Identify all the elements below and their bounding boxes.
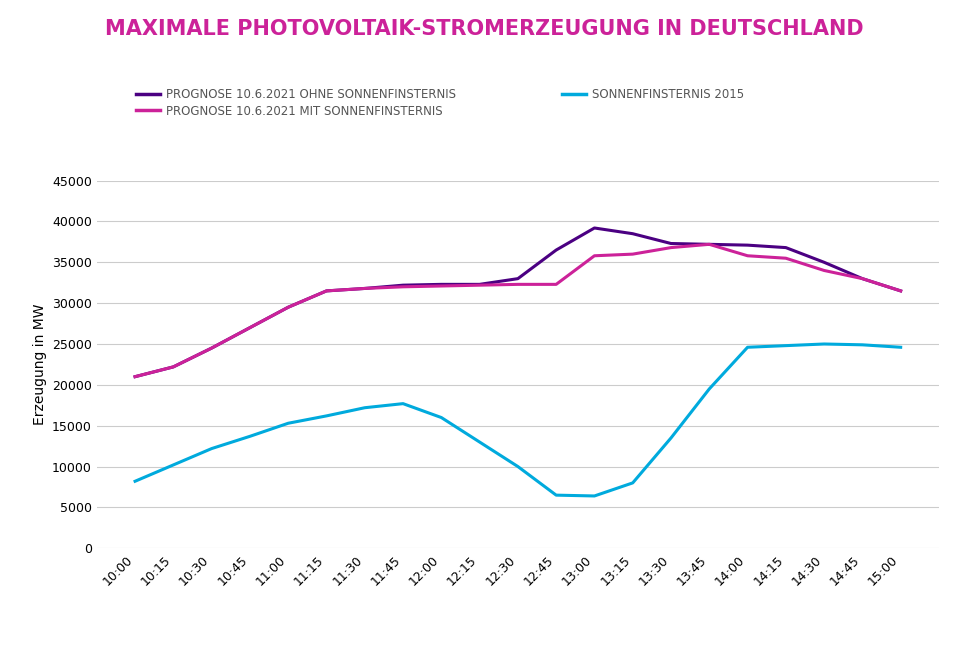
PROGNOSE 10.6.2021 OHNE SONNENFINSTERNIS [627, 230, 639, 237]
SONNENFINSTERNIS 2015 [512, 462, 524, 470]
SONNENFINSTERNIS 2015 [818, 340, 830, 348]
PROGNOSE 10.6.2021 MIT SONNENFINSTERNIS [320, 287, 332, 295]
PROGNOSE 10.6.2021 MIT SONNENFINSTERNIS [512, 281, 524, 288]
PROGNOSE 10.6.2021 MIT SONNENFINSTERNIS [818, 266, 830, 274]
SONNENFINSTERNIS 2015 [665, 434, 677, 442]
SONNENFINSTERNIS 2015 [436, 413, 447, 421]
SONNENFINSTERNIS 2015 [167, 461, 179, 469]
PROGNOSE 10.6.2021 OHNE SONNENFINSTERNIS [359, 284, 371, 292]
PROGNOSE 10.6.2021 OHNE SONNENFINSTERNIS [397, 281, 408, 289]
SONNENFINSTERNIS 2015 [857, 341, 868, 349]
PROGNOSE 10.6.2021 OHNE SONNENFINSTERNIS [704, 241, 715, 248]
PROGNOSE 10.6.2021 OHNE SONNENFINSTERNIS [818, 259, 830, 266]
PROGNOSE 10.6.2021 MIT SONNENFINSTERNIS [397, 283, 408, 291]
PROGNOSE 10.6.2021 MIT SONNENFINSTERNIS [473, 281, 485, 289]
SONNENFINSTERNIS 2015 [589, 492, 600, 500]
PROGNOSE 10.6.2021 OHNE SONNENFINSTERNIS [589, 224, 600, 232]
PROGNOSE 10.6.2021 MIT SONNENFINSTERNIS [780, 254, 792, 262]
PROGNOSE 10.6.2021 OHNE SONNENFINSTERNIS [244, 324, 256, 332]
PROGNOSE 10.6.2021 OHNE SONNENFINSTERNIS [512, 275, 524, 283]
Legend: SONNENFINSTERNIS 2015: SONNENFINSTERNIS 2015 [558, 83, 748, 106]
SONNENFINSTERNIS 2015 [320, 412, 332, 420]
PROGNOSE 10.6.2021 OHNE SONNENFINSTERNIS [206, 344, 218, 352]
PROGNOSE 10.6.2021 MIT SONNENFINSTERNIS [857, 275, 868, 283]
PROGNOSE 10.6.2021 OHNE SONNENFINSTERNIS [551, 246, 562, 254]
PROGNOSE 10.6.2021 OHNE SONNENFINSTERNIS [857, 275, 868, 283]
SONNENFINSTERNIS 2015 [780, 342, 792, 350]
PROGNOSE 10.6.2021 MIT SONNENFINSTERNIS [551, 281, 562, 288]
SONNENFINSTERNIS 2015 [551, 491, 562, 499]
PROGNOSE 10.6.2021 MIT SONNENFINSTERNIS [436, 282, 447, 290]
Line: PROGNOSE 10.6.2021 OHNE SONNENFINSTERNIS: PROGNOSE 10.6.2021 OHNE SONNENFINSTERNIS [136, 228, 900, 377]
SONNENFINSTERNIS 2015 [473, 438, 485, 446]
PROGNOSE 10.6.2021 OHNE SONNENFINSTERNIS [436, 281, 447, 288]
PROGNOSE 10.6.2021 OHNE SONNENFINSTERNIS [741, 241, 753, 249]
SONNENFINSTERNIS 2015 [704, 385, 715, 393]
PROGNOSE 10.6.2021 MIT SONNENFINSTERNIS [589, 252, 600, 260]
PROGNOSE 10.6.2021 OHNE SONNENFINSTERNIS [320, 287, 332, 295]
PROGNOSE 10.6.2021 MIT SONNENFINSTERNIS [627, 250, 639, 258]
Line: PROGNOSE 10.6.2021 MIT SONNENFINSTERNIS: PROGNOSE 10.6.2021 MIT SONNENFINSTERNIS [136, 244, 900, 377]
PROGNOSE 10.6.2021 MIT SONNENFINSTERNIS [167, 363, 179, 371]
Text: MAXIMALE PHOTOVOLTAIK-STROMERZEUGUNG IN DEUTSCHLAND: MAXIMALE PHOTOVOLTAIK-STROMERZEUGUNG IN … [105, 19, 863, 39]
PROGNOSE 10.6.2021 OHNE SONNENFINSTERNIS [167, 363, 179, 371]
PROGNOSE 10.6.2021 OHNE SONNENFINSTERNIS [665, 240, 677, 248]
SONNENFINSTERNIS 2015 [283, 419, 294, 427]
Line: SONNENFINSTERNIS 2015: SONNENFINSTERNIS 2015 [136, 344, 900, 496]
PROGNOSE 10.6.2021 MIT SONNENFINSTERNIS [283, 303, 294, 311]
PROGNOSE 10.6.2021 MIT SONNENFINSTERNIS [359, 284, 371, 292]
PROGNOSE 10.6.2021 OHNE SONNENFINSTERNIS [283, 303, 294, 311]
PROGNOSE 10.6.2021 MIT SONNENFINSTERNIS [704, 241, 715, 248]
SONNENFINSTERNIS 2015 [397, 400, 408, 408]
PROGNOSE 10.6.2021 OHNE SONNENFINSTERNIS [130, 373, 141, 381]
PROGNOSE 10.6.2021 MIT SONNENFINSTERNIS [130, 373, 141, 381]
SONNENFINSTERNIS 2015 [894, 343, 906, 351]
PROGNOSE 10.6.2021 OHNE SONNENFINSTERNIS [894, 287, 906, 295]
SONNENFINSTERNIS 2015 [741, 343, 753, 351]
PROGNOSE 10.6.2021 MIT SONNENFINSTERNIS [894, 287, 906, 295]
PROGNOSE 10.6.2021 OHNE SONNENFINSTERNIS [473, 281, 485, 288]
SONNENFINSTERNIS 2015 [244, 432, 256, 440]
PROGNOSE 10.6.2021 MIT SONNENFINSTERNIS [741, 252, 753, 260]
PROGNOSE 10.6.2021 MIT SONNENFINSTERNIS [244, 324, 256, 332]
PROGNOSE 10.6.2021 OHNE SONNENFINSTERNIS [780, 244, 792, 252]
Y-axis label: Erzeugung in MW: Erzeugung in MW [33, 304, 46, 425]
PROGNOSE 10.6.2021 MIT SONNENFINSTERNIS [206, 344, 218, 352]
SONNENFINSTERNIS 2015 [206, 444, 218, 452]
SONNENFINSTERNIS 2015 [130, 477, 141, 485]
SONNENFINSTERNIS 2015 [627, 479, 639, 487]
PROGNOSE 10.6.2021 MIT SONNENFINSTERNIS [665, 244, 677, 252]
Legend: PROGNOSE 10.6.2021 OHNE SONNENFINSTERNIS, PROGNOSE 10.6.2021 MIT SONNENFINSTERNI: PROGNOSE 10.6.2021 OHNE SONNENFINSTERNIS… [132, 83, 461, 123]
SONNENFINSTERNIS 2015 [359, 404, 371, 412]
